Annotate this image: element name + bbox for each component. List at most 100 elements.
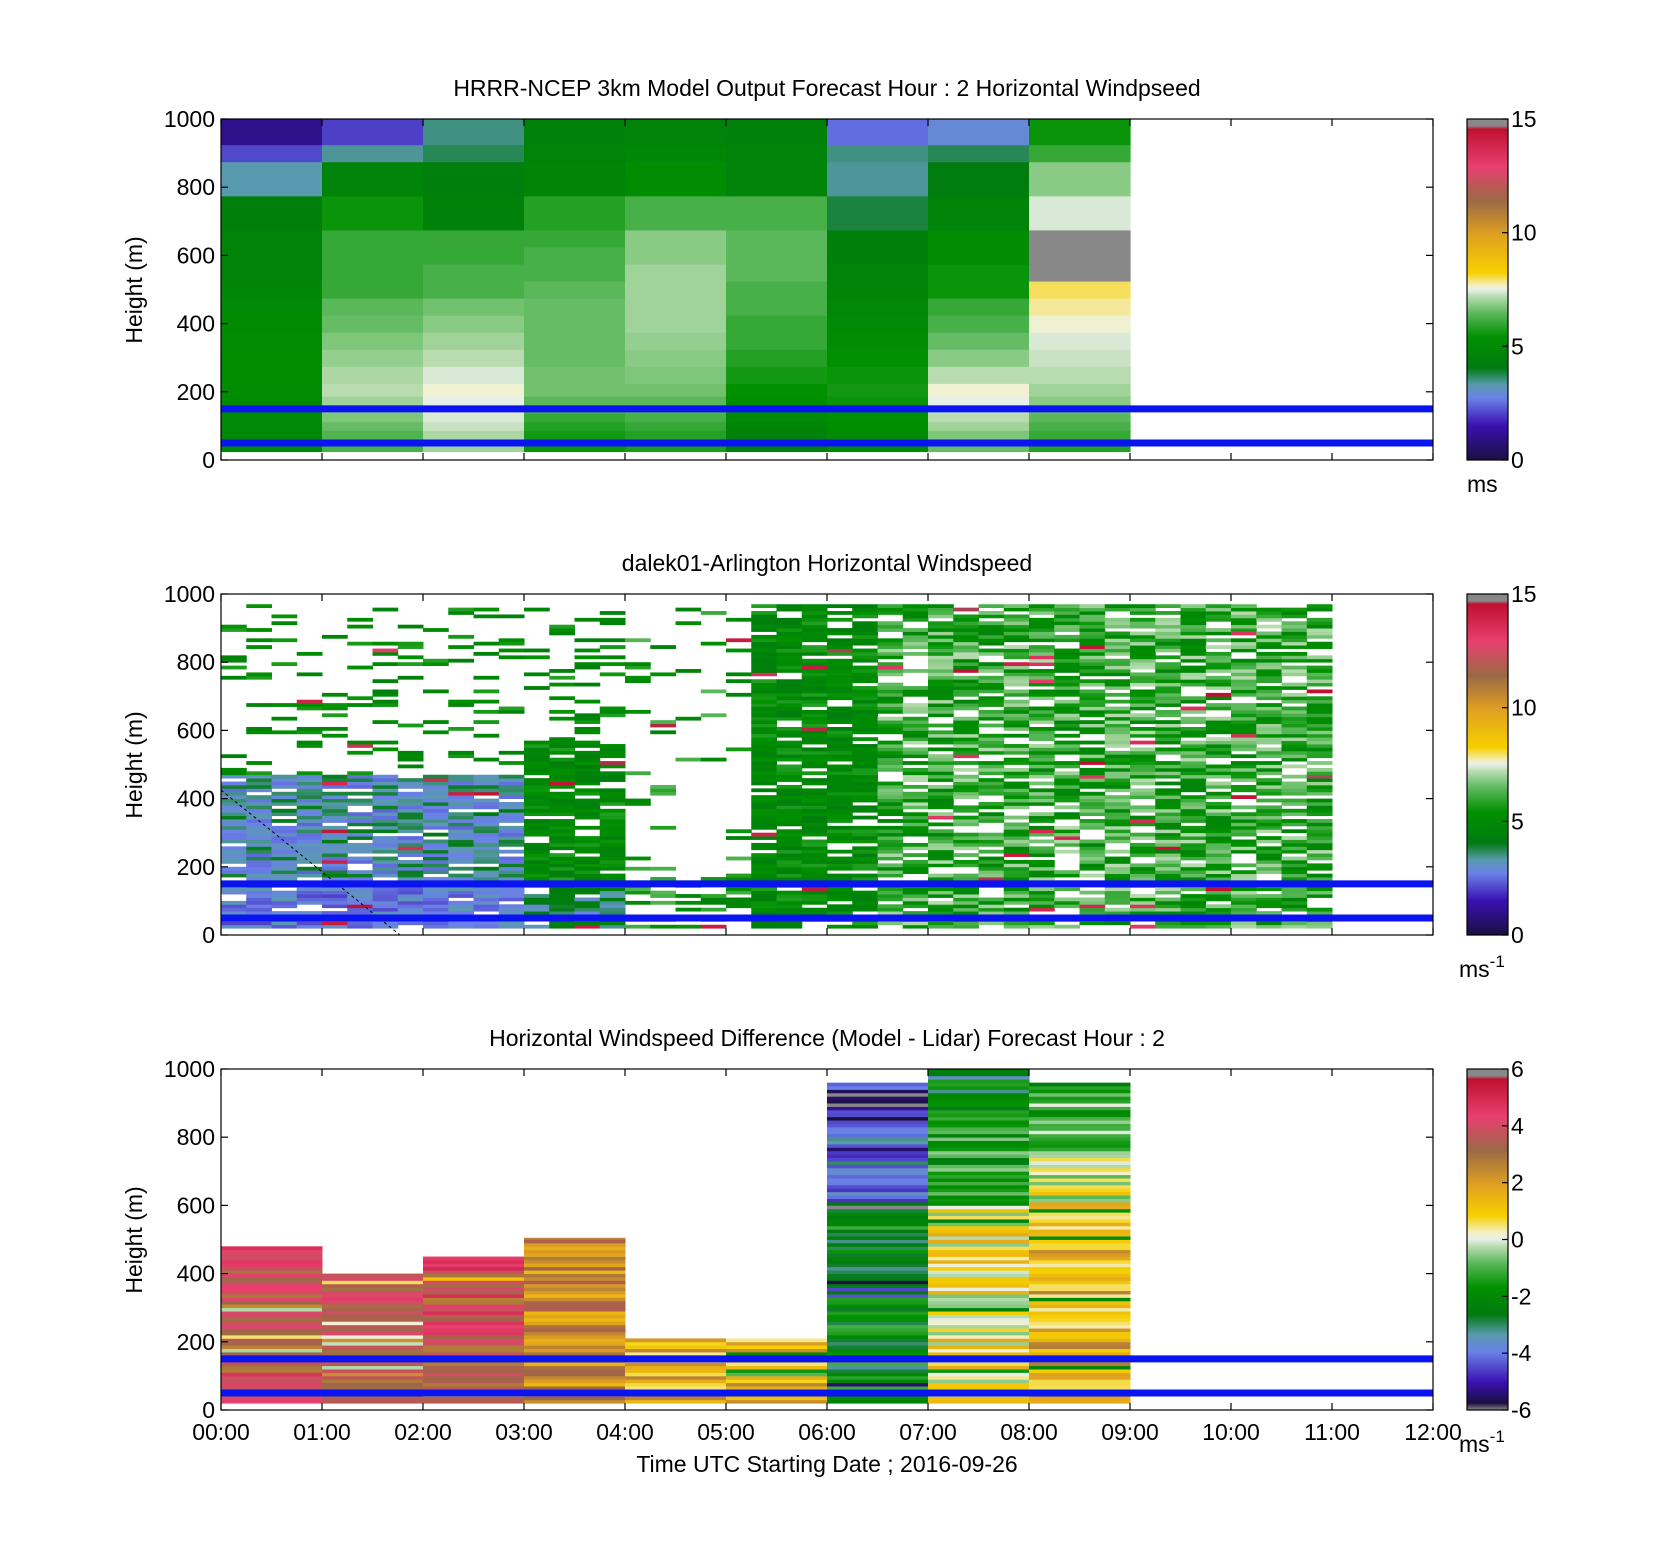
heatmap-cell	[448, 853, 474, 857]
difference-cell	[928, 1229, 1030, 1234]
heatmap-cell	[473, 890, 500, 895]
heatmap-cell	[524, 877, 550, 881]
heatmap-cell	[953, 658, 979, 663]
heatmap-cell	[1003, 767, 1030, 772]
difference-cell	[221, 1348, 323, 1353]
heatmap-cell	[549, 859, 575, 864]
heatmap-cell	[1205, 856, 1232, 861]
heatmap-cell	[271, 873, 298, 878]
heatmap-cell	[423, 890, 449, 895]
heatmap-cell	[448, 774, 474, 779]
heatmap-cell	[549, 894, 575, 898]
heatmap-cell	[1306, 679, 1333, 684]
heatmap-cell	[599, 798, 626, 803]
difference-cell	[1029, 1123, 1131, 1128]
heatmap-cell	[1054, 669, 1080, 673]
heatmap-cell	[801, 621, 828, 626]
heatmap-cell	[1130, 911, 1156, 915]
heatmap-cell	[498, 870, 525, 875]
heatmap-cell	[928, 383, 1030, 397]
heatmap-cell	[1256, 726, 1282, 731]
difference-cell	[423, 1365, 525, 1370]
heatmap-cell	[877, 645, 904, 649]
heatmap-cell	[978, 709, 1005, 714]
heatmap-cell	[1104, 709, 1131, 714]
heatmap-cell	[827, 332, 929, 350]
heatmap-cell	[902, 706, 929, 711]
difference-cell	[928, 1099, 1030, 1104]
heatmap-cell	[827, 836, 853, 840]
heatmap-cell	[801, 873, 828, 878]
heatmap-cell	[751, 805, 777, 810]
heatmap-cell	[347, 740, 373, 745]
heatmap-cell	[423, 784, 449, 789]
heatmap-cell	[1231, 662, 1257, 667]
heatmap-cell	[423, 430, 525, 440]
heatmap-cell	[347, 911, 373, 915]
heatmap-cell	[524, 672, 550, 677]
heatmap-cell	[801, 754, 828, 759]
heatmap-cell	[902, 784, 929, 789]
heatmap-cell	[574, 859, 601, 864]
heatmap-cell	[827, 737, 853, 742]
heatmap-cell	[827, 679, 853, 684]
heatmap-cell	[322, 832, 348, 837]
heatmap-cell	[1003, 703, 1030, 707]
heatmap-cell	[827, 740, 853, 745]
heatmap-cell	[1054, 699, 1080, 704]
heatmap-cell	[296, 808, 323, 813]
heatmap-cell	[1029, 229, 1131, 248]
heatmap-cell	[524, 846, 550, 851]
heatmap-cell	[574, 638, 601, 643]
heatmap-cell	[423, 877, 449, 881]
heatmap-cell	[801, 720, 828, 724]
heatmap-cell	[1079, 849, 1106, 854]
difference-cell	[928, 1184, 1030, 1189]
heatmap-cell	[877, 788, 904, 793]
heatmap-cell	[549, 747, 575, 752]
heatmap-cell	[372, 836, 399, 840]
y-tick-label: 800	[177, 174, 215, 200]
heatmap-cell	[1155, 870, 1181, 875]
heatmap-cell	[397, 873, 424, 878]
heatmap-cell	[902, 740, 929, 745]
heatmap-cell	[1003, 900, 1030, 905]
heatmap-cell	[498, 791, 525, 796]
heatmap-cell	[751, 617, 777, 622]
heatmap-cell	[574, 842, 601, 847]
heatmap-cell	[751, 761, 777, 765]
heatmap-cell	[1003, 805, 1030, 810]
heatmap-cell	[928, 607, 954, 612]
heatmap-cell	[1256, 846, 1282, 851]
y-tick-label: 400	[177, 786, 215, 812]
heatmap-cell	[928, 877, 954, 881]
heatmap-cell	[801, 682, 828, 687]
heatmap-cell	[1155, 624, 1181, 629]
difference-cell	[1029, 1287, 1131, 1292]
heatmap-cell	[751, 921, 777, 926]
heatmap-cell	[726, 383, 828, 397]
heatmap-cell	[1029, 764, 1055, 769]
heatmap-cell	[827, 366, 929, 384]
heatmap-cell	[1104, 658, 1131, 663]
heatmap-cell	[574, 655, 601, 660]
heatmap-cell	[524, 853, 550, 857]
heatmap-cell	[1256, 669, 1282, 673]
heatmap-cell	[473, 784, 500, 789]
heatmap-cell	[852, 805, 878, 810]
difference-cell	[625, 1369, 727, 1373]
heatmap-cell	[1180, 696, 1207, 701]
heatmap-cell	[1306, 798, 1333, 803]
heatmap-cell	[852, 829, 878, 834]
heatmap-cell	[751, 651, 777, 656]
heatmap-cell	[397, 900, 424, 905]
heatmap-cell	[776, 832, 803, 837]
heatmap-cell	[827, 815, 853, 820]
heatmap-cell	[1155, 904, 1181, 909]
heatmap-cell	[423, 298, 525, 316]
heatmap-cell	[1079, 641, 1106, 646]
heatmap-cell	[1256, 911, 1282, 915]
heatmap-cell	[423, 229, 525, 248]
heatmap-cell	[1306, 819, 1333, 823]
difference-cell	[221, 1277, 323, 1281]
